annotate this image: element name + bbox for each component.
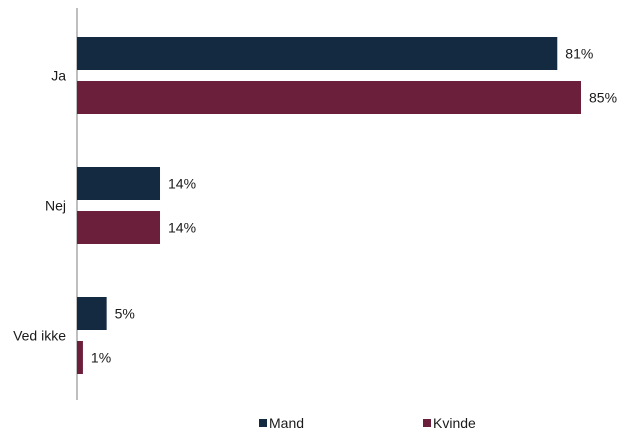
legend-swatch-mand (259, 419, 267, 427)
category-labels-group: Ja Nej Ved ikke (13, 68, 66, 344)
value-label-kvinde-nej: 14% (168, 220, 196, 236)
value-label-kvinde-ja: 85% (589, 90, 617, 106)
legend: Mand Kvinde (259, 415, 476, 431)
value-labels-group: 81% 85% 14% 14% 5% 1% (91, 46, 617, 366)
category-label-ved-ikke: Ved ikke (13, 328, 66, 344)
value-label-mand-ved-ikke: 5% (115, 306, 135, 322)
bars-group (77, 37, 581, 374)
bar-kvinde-ved-ikke (77, 341, 83, 374)
bar-mand-nej (77, 167, 161, 200)
bar-kvinde-ja (77, 81, 581, 114)
bar-mand-ved-ikke (77, 297, 107, 330)
legend-swatch-kvinde (423, 419, 431, 427)
category-label-ja: Ja (51, 68, 66, 84)
legend-label-mand: Mand (269, 415, 304, 431)
bar-kvinde-nej (77, 211, 161, 244)
legend-label-kvinde: Kvinde (433, 415, 476, 431)
bar-mand-ja (77, 37, 558, 70)
category-label-nej: Nej (45, 198, 66, 214)
value-label-mand-ja: 81% (565, 46, 593, 62)
value-label-kvinde-ved-ikke: 1% (91, 350, 111, 366)
value-label-mand-nej: 14% (168, 176, 196, 192)
